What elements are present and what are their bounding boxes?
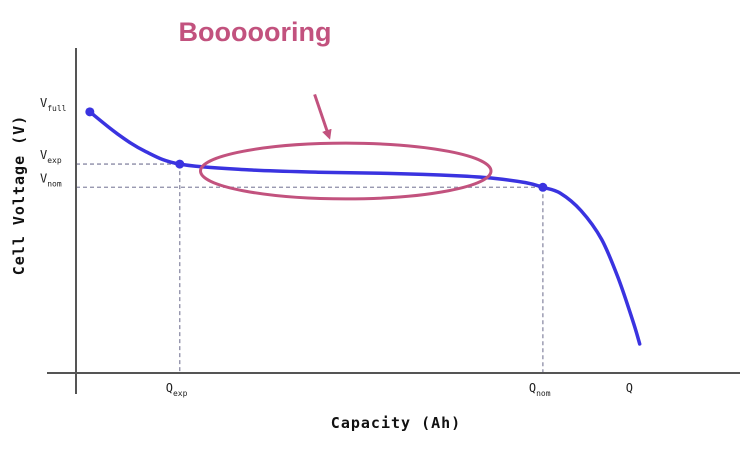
- y-tick-v_full: Vfull: [40, 96, 67, 113]
- x-axis-title: Capacity (Ah): [331, 414, 461, 432]
- x-tick-q_exp: Qexp: [166, 381, 188, 398]
- guide-lines: [76, 163, 544, 373]
- y-axis-title: Cell Voltage (V): [10, 115, 28, 276]
- x-tick-q: Q: [626, 381, 633, 395]
- discharge-curve: [88, 110, 642, 346]
- x-tick-q_nom: Qnom: [529, 381, 551, 398]
- y-tick-v_nom: Vnom: [40, 171, 62, 188]
- curve-markers: [85, 107, 548, 192]
- curve-marker: [538, 182, 548, 192]
- tick-labels: Qexp Qnom Q Vfull Vexp Vnom: [40, 96, 633, 398]
- annotation-arrow: [313, 93, 332, 140]
- axes: [47, 48, 740, 394]
- curve-marker: [85, 107, 95, 117]
- annotation-text: Boooooring: [179, 17, 332, 47]
- curve-marker: [175, 159, 185, 169]
- boring-region-ellipse: [199, 141, 493, 201]
- y-tick-v_exp: Vexp: [40, 148, 62, 165]
